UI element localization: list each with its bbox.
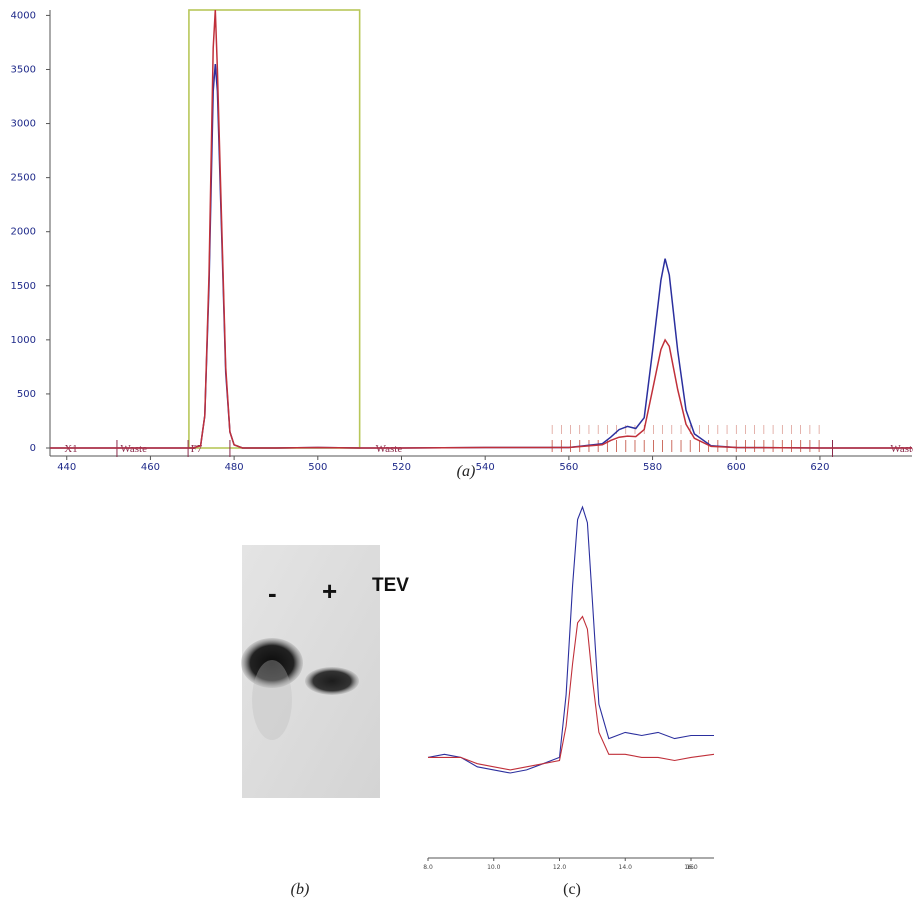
gel-band-untreated [241,638,303,688]
x-tick-label: 560 [559,462,578,473]
panel-a-x-ticks: 440 460 480 500 520 540 560 580 600 620 [57,456,829,473]
x-tick-label: 600 [727,462,746,473]
panel-b-gel: - + TEV (b) [241,545,409,898]
y-tick-label: 2000 [11,227,36,238]
y-tick-label: 3500 [11,64,36,75]
x-tick-label: 460 [141,462,160,473]
panel-b-label: (b) [291,881,310,898]
x-tick-label: 14.0 [619,864,633,871]
x-tick-label: 520 [392,462,411,473]
fraction-label: Waste [120,443,147,455]
x-tick-label: 10.0 [487,864,501,871]
gel-tev-label: TEV [372,575,409,596]
y-tick-label: 1000 [11,335,36,346]
panel-a-series [50,9,912,449]
gel-minus-label: - [268,578,277,608]
series-line [427,505,714,774]
panel-c-label: (c) [563,881,581,898]
fraction-label: X1 [64,443,77,455]
y-tick-label: 2500 [11,173,36,184]
gel-band-smear [252,660,292,740]
x-tick-label: 580 [643,462,662,473]
x-tick-label: 16. [686,864,696,871]
panel-c-series [427,505,715,774]
x-tick-label: 16.0 [684,864,698,871]
panel-a-axes [49,10,912,457]
y-tick-label: 0 [30,443,36,454]
series-line [428,615,715,771]
fraction-markers: X1WasteF7WasteWaste [64,425,913,457]
x-tick-label: 500 [308,462,327,473]
series-line [50,64,912,449]
x-tick-label: 440 [57,462,76,473]
x-tick-label: 620 [810,462,829,473]
y-tick-label: 3000 [11,119,36,130]
panel-a-label: (a) [457,463,476,480]
panel-c-chart: 8.0 10.0 12.0 14.0 16.016. (c) [423,505,715,898]
x-tick-label: 8.0 [423,864,433,871]
series-line [50,9,912,449]
panel-c-x-ticks: 8.0 10.0 12.0 14.0 16.016. [423,858,698,871]
x-tick-label: 480 [225,462,244,473]
y-tick-label: 4000 [11,10,36,21]
x-tick-label: 540 [476,462,495,473]
gel-plus-label: + [322,576,337,606]
fraction-label: Waste [890,443,913,455]
fraction-label: Waste [376,443,403,455]
x-tick-label: 12.0 [553,864,567,871]
panel-a-y-ticks: 0 500 1000 1500 2000 2500 3000 3500 4000 [11,10,50,454]
y-tick-label: 1500 [11,281,36,292]
y-tick-label: 500 [17,389,36,400]
gel-band-tev [305,667,359,695]
